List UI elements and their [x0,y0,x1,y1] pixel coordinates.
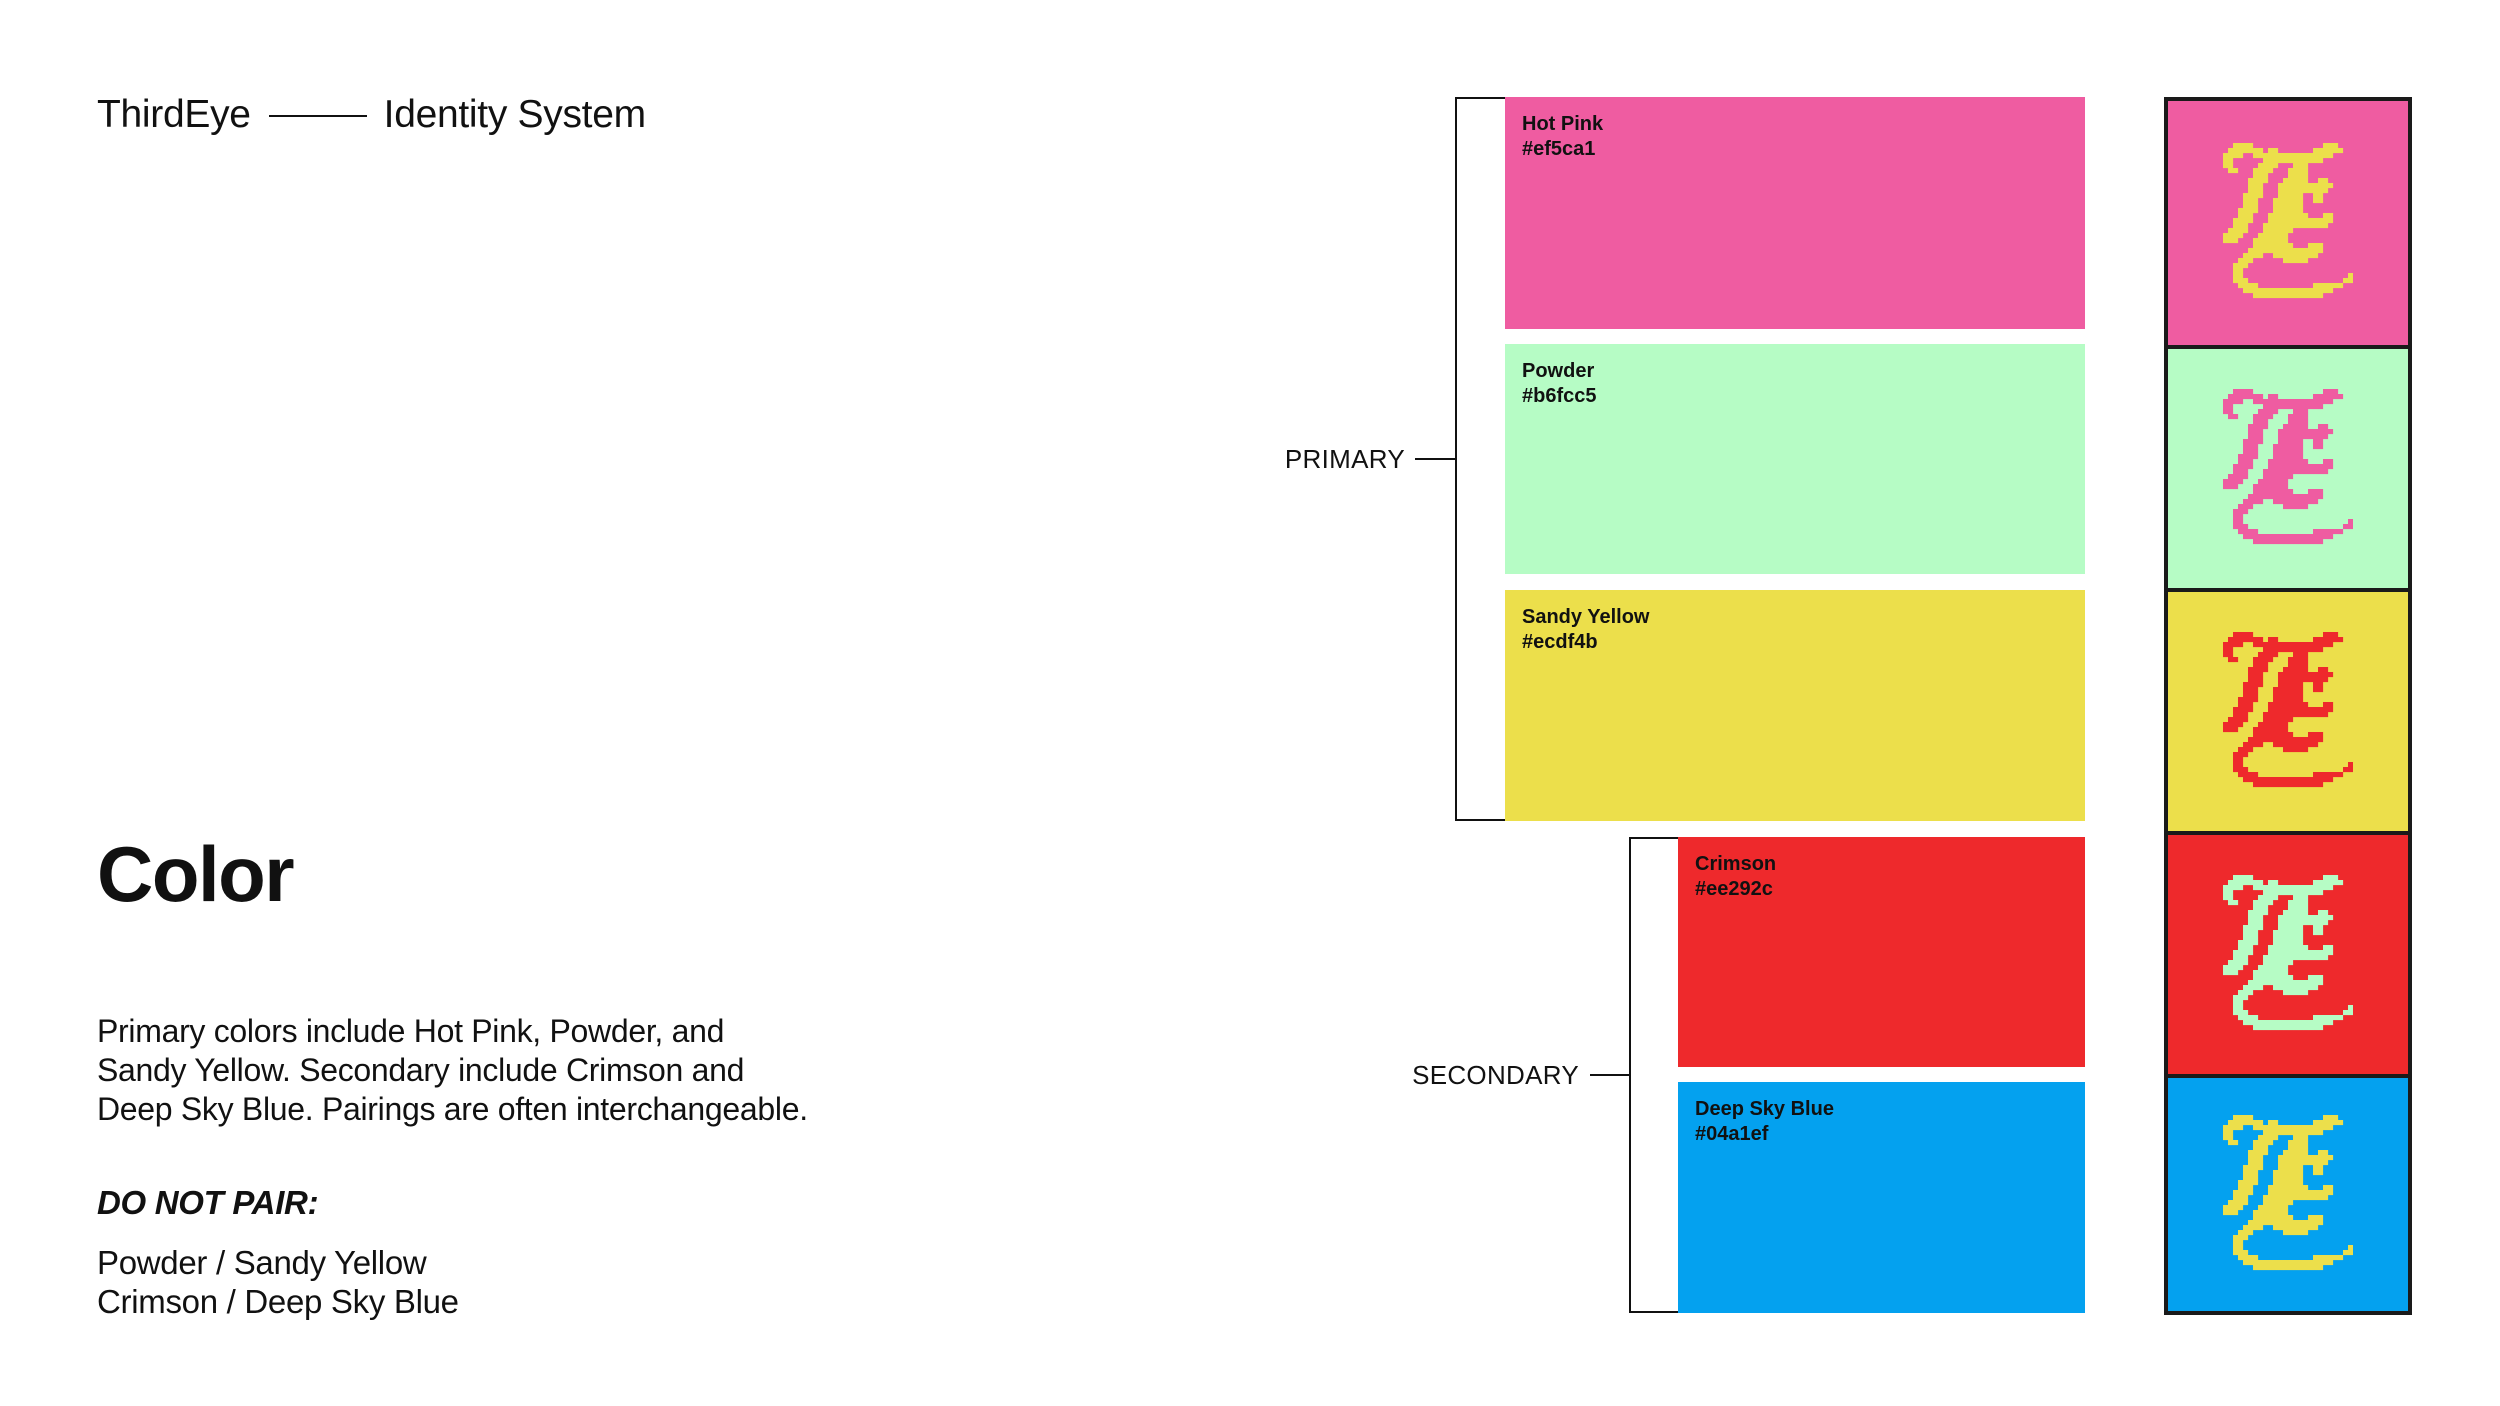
section-title: Color [97,830,295,918]
do-not-pair-heading: DO NOT PAIR: [97,1184,319,1221]
secondary-group-bracket [1629,837,1679,1313]
swatch-hex: #04a1ef [1695,1123,1769,1145]
primary-group-connector [1415,458,1455,460]
description-line: Deep Sky Blue. Pairings are often interc… [97,1091,808,1127]
do-not-pair-item: Powder / Sandy Yellow [97,1244,427,1281]
do-not-pair-item: Crimson / Deep Sky Blue [97,1283,459,1320]
swatch-powder: Powder #b6fcc5 [1505,344,2085,574]
logo-tile [2168,101,2408,345]
header-divider [268,115,367,117]
do-not-pair-list: Powder / Sandy Yellow Crimson / Deep Sky… [97,1243,459,1321]
logo-tile-strip [2164,97,2412,1315]
blackletter-e-logo-icon [2223,388,2353,544]
primary-group-label: PRIMARY [1284,444,1405,474]
logo-tile [2168,1074,2408,1311]
swatch-deep-sky-blue: Deep Sky Blue #04a1ef [1678,1082,2085,1313]
blackletter-e-logo-icon [2223,874,2353,1030]
swatch-hex: #ee292c [1695,878,1773,900]
logo-tile [2168,588,2408,831]
brand-name: ThirdEye [97,93,251,136]
swatch-hex: #ef5ca1 [1522,138,1596,160]
secondary-group-label: SECONDARY [1412,1060,1579,1090]
swatch-name: Sandy Yellow [1522,606,1650,628]
swatch-hot-pink: Hot Pink #ef5ca1 [1505,97,2085,329]
blackletter-e-logo-icon [2223,143,2353,299]
blackletter-e-logo-icon [2223,631,2353,787]
logo-tile [2168,345,2408,588]
page-header: ThirdEye Identity System [97,90,646,140]
swatch-name: Hot Pink [1522,113,1604,135]
logo-tile [2168,831,2408,1074]
secondary-group-connector [1590,1074,1629,1076]
primary-group-bracket [1455,97,1505,821]
swatch-crimson: Crimson #ee292c [1678,837,2085,1067]
swatch-sandy-yellow: Sandy Yellow #ecdf4b [1505,590,2085,821]
swatch-name: Crimson [1695,853,1777,875]
description-line: Sandy Yellow. Secondary include Crimson … [97,1052,745,1088]
swatch-name: Powder [1522,360,1595,382]
swatch-hex: #ecdf4b [1522,631,1598,653]
color-description: Primary colors include Hot Pink, Powder,… [97,1012,808,1129]
swatch-name: Deep Sky Blue [1695,1098,1834,1120]
blackletter-e-logo-icon [2223,1114,2353,1270]
swatch-hex: #b6fcc5 [1522,385,1597,407]
header-subtitle: Identity System [383,93,646,136]
description-line: Primary colors include Hot Pink, Powder,… [97,1013,725,1049]
